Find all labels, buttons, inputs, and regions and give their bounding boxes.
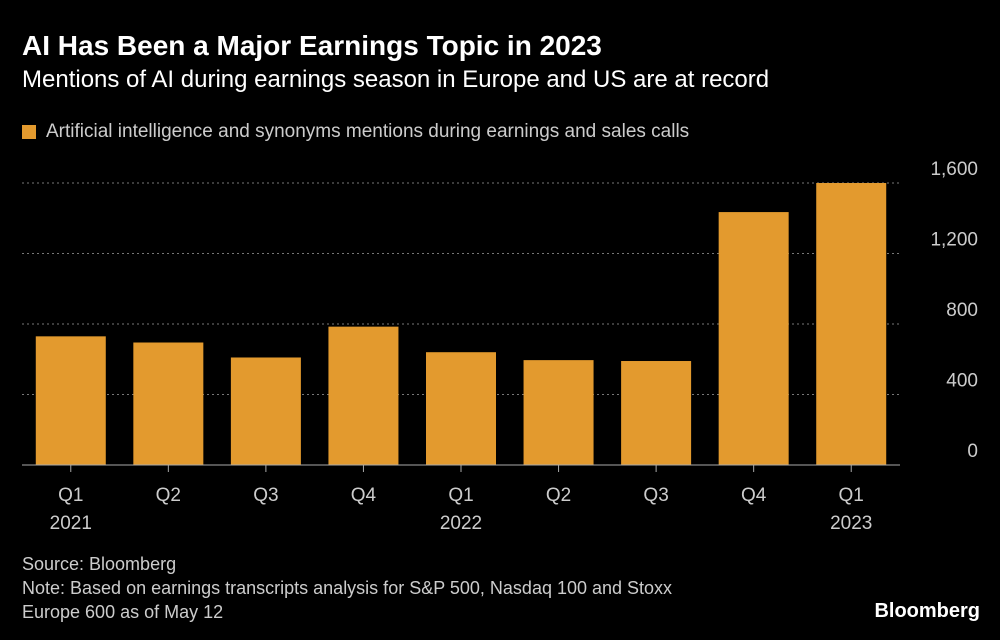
legend-label: Artificial intelligence and synonyms men… xyxy=(46,121,690,142)
x-tick-label: Q1 xyxy=(58,485,83,506)
x-tick-label: Q1 xyxy=(839,485,864,506)
bar xyxy=(230,357,301,465)
x-tick-label: Q4 xyxy=(741,485,767,506)
x-tick-label: Q4 xyxy=(351,485,377,506)
x-tick-label: Q2 xyxy=(546,485,571,506)
chart-subtitle: Mentions of AI during earnings season in… xyxy=(22,66,770,93)
x-tick-label: Q1 xyxy=(448,485,473,506)
x-year-label: 2023 xyxy=(830,513,872,534)
y-tick-label: 800 xyxy=(946,300,978,321)
bar xyxy=(35,336,106,465)
bar xyxy=(426,352,496,465)
legend-swatch xyxy=(22,125,36,139)
methodology-note-line1: Note: Based on earnings transcripts anal… xyxy=(22,578,673,598)
methodology-note-line2: Europe 600 as of May 12 xyxy=(22,602,224,622)
x-tick-label: Q2 xyxy=(156,485,181,506)
y-tick-label: 0 xyxy=(967,441,978,462)
y-tick-label: 1,600 xyxy=(930,159,978,180)
bar xyxy=(621,361,692,465)
x-tick-label: Q3 xyxy=(643,485,668,506)
bar xyxy=(523,360,594,465)
legend: Artificial intelligence and synonyms men… xyxy=(22,121,689,143)
x-year-label: 2021 xyxy=(50,513,92,534)
bar xyxy=(718,212,789,465)
source-note: Source: Bloomberg xyxy=(22,554,177,574)
bar-chart: 0 400 800 1,200 1,600 Q1 2021 Q2 Q3 Q4 Q1 2022 Q2 Q3 Q… xyxy=(22,159,978,534)
y-tick-label: 400 xyxy=(946,371,978,392)
chart-title: AI Has Been a Major Earnings Topic in 20… xyxy=(22,30,602,61)
x-tick-label: Q3 xyxy=(253,485,278,506)
footer: Source: Bloomberg Note: Based on earning… xyxy=(22,552,672,624)
bloomberg-logo: Bloomberg xyxy=(874,600,980,622)
bar xyxy=(133,342,204,465)
bar xyxy=(816,183,887,465)
bar xyxy=(328,326,399,465)
x-year-label: 2022 xyxy=(440,513,482,534)
y-tick-label: 1,200 xyxy=(930,230,978,251)
